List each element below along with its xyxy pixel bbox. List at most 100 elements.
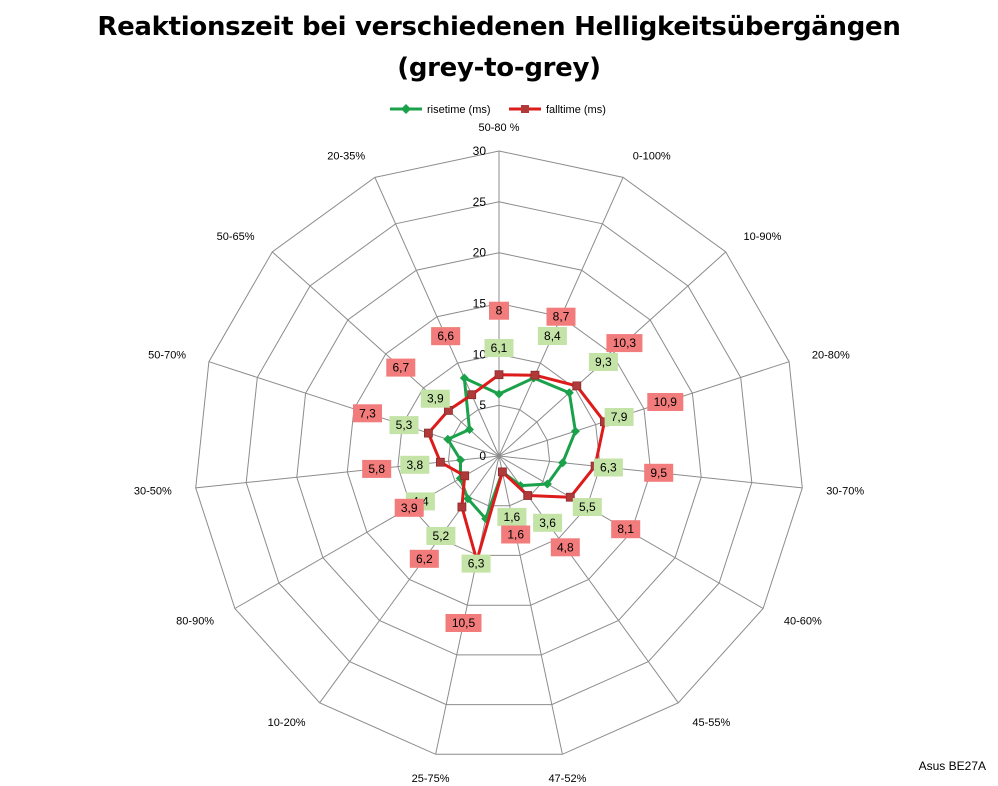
data-label-falltime-ms-10-90: 10,3 [606, 334, 643, 353]
spoke-20-35 [374, 177, 500, 457]
data-label-falltime-ms-0-100: 8,7 [546, 307, 576, 326]
point-risetime-ms-20-35 [459, 373, 469, 383]
category-labels: 50-80 % 0-100% 10-90% 20-80% 30-70% 40-60% 45-… [134, 122, 864, 785]
category-label-10-90: 10-90% [744, 231, 782, 243]
data-label-risetime-ms-30-70: 6,3 [593, 458, 623, 477]
data-label-text: 9,3 [595, 355, 612, 369]
tick-label-20: 20 [473, 246, 487, 260]
data-label-box [606, 334, 643, 353]
point-risetime-ms-50-65 [465, 425, 474, 434]
data-label-text: 10,5 [452, 616, 476, 630]
data-label-falltime-ms-50-65: 6,7 [386, 358, 416, 377]
data-label-text: 8,7 [553, 310, 570, 324]
data-label-text: 5,3 [396, 418, 413, 432]
data-label-falltime-ms-30-70: 9,5 [644, 463, 674, 482]
category-label-20-80: 20-80% [812, 349, 850, 361]
point-risetime-ms-30-70 [558, 458, 568, 468]
data-label-box [537, 327, 567, 345]
data-label-risetime-ms-50-80: 6,1 [484, 339, 514, 357]
data-label-text: 8 [496, 304, 503, 318]
legend: risetime (ms) falltime (ms) [390, 104, 606, 116]
point-falltime-ms-45-55 [523, 491, 533, 500]
data-label-text: 3,9 [401, 501, 418, 515]
data-label-box [647, 393, 684, 411]
tick-label-0: 0 [479, 449, 486, 463]
data-label-falltime-ms-10-20: 6,2 [409, 549, 439, 568]
tick-label-5: 5 [479, 398, 486, 412]
grid-ring-5 [447, 404, 551, 507]
point-falltime-ms-80-90 [460, 471, 470, 481]
legend-item-falltime-ms: falltime (ms) [509, 104, 606, 116]
radial-axis-ticks: 0 5 10 15 20 25 30 [473, 144, 487, 463]
data-label-text: 6,2 [416, 552, 433, 566]
data-label-box [362, 459, 392, 478]
point-falltime-ms-50-80 [494, 370, 504, 380]
data-label-text: 8,4 [544, 329, 561, 343]
data-label-risetime-ms-50-70: 5,3 [389, 416, 419, 435]
data-label-falltime-ms-80-90: 3,9 [394, 498, 424, 517]
data-label-box [445, 614, 482, 632]
chart-subtitle: (grey-to-grey) [397, 53, 601, 83]
data-label-text: 3,9 [427, 392, 444, 406]
tick-label-25: 25 [473, 195, 487, 209]
data-label-risetime-ms-10-20: 5,2 [426, 527, 456, 545]
point-falltime-ms-40-60 [565, 492, 575, 502]
data-label-falltime-ms-30-50: 5,8 [362, 459, 392, 478]
radar-grid [195, 150, 803, 755]
point-falltime-ms-47-52 [497, 467, 507, 477]
point-falltime-ms-50-70 [423, 428, 433, 438]
data-label-falltime-ms-40-60: 8,1 [611, 520, 641, 539]
data-label-box [497, 507, 527, 526]
data-label-box [420, 389, 450, 408]
data-label-box [353, 404, 382, 423]
legend-label: risetime (ms) [427, 104, 491, 116]
category-label-50-65: 50-65% [217, 231, 255, 243]
data-label-text: 6,1 [491, 341, 508, 355]
data-series [423, 370, 609, 565]
data-label-falltime-ms-25-75: 10,5 [445, 614, 482, 632]
tick-label-15: 15 [473, 297, 487, 311]
data-label-box [593, 458, 623, 477]
data-label-box [550, 538, 580, 557]
data-label-risetime-ms-0-100: 8,4 [537, 327, 567, 345]
point-risetime-ms-10-90 [564, 388, 574, 398]
data-label-text: 6,7 [392, 361, 409, 375]
point-falltime-ms-30-50 [435, 457, 445, 467]
data-label-falltime-ms-50-70: 7,3 [353, 404, 382, 423]
data-label-box [546, 307, 576, 326]
data-label-box [604, 408, 634, 426]
point-falltime-ms-20-35 [467, 390, 477, 400]
tick-label-10: 10 [473, 347, 487, 361]
data-label-text: 5,2 [433, 529, 450, 543]
data-label-falltime-ms-45-55: 4,8 [550, 538, 580, 557]
data-label-box [426, 527, 456, 545]
grid-ring-20 [296, 252, 702, 656]
data-label-text: 7,3 [359, 406, 376, 420]
category-label-40-60: 40-60% [784, 616, 822, 628]
category-label-50-70: 50-70% [148, 349, 186, 361]
data-label-text: 9,5 [650, 466, 667, 480]
data-label-box [394, 498, 424, 517]
grid-ring-30 [195, 150, 803, 755]
point-risetime-ms-50-80 [494, 389, 504, 399]
category-label-80-90: 80-90% [176, 616, 214, 628]
category-label-30-50: 30-50% [134, 485, 172, 497]
category-label-45-55: 45-55% [692, 717, 730, 729]
data-label-box [484, 339, 514, 357]
data-label-falltime-ms-20-80: 10,9 [647, 393, 684, 411]
category-label-20-35: 20-35% [327, 150, 365, 162]
spoke-30-50 [195, 455, 500, 489]
data-label-box [588, 353, 618, 371]
spoke-50-65 [271, 251, 500, 457]
data-label-falltime-ms-50-80: 8 [489, 301, 509, 320]
data-label-risetime-ms-50-65: 3,9 [420, 389, 450, 408]
data-label-falltime-ms-20-35: 6,6 [431, 327, 461, 346]
category-label-50-80: 50-80 % [479, 122, 520, 134]
data-label-text: 3,6 [539, 516, 556, 530]
data-label-risetime-ms-40-60: 5,5 [572, 498, 602, 516]
data-label-text: 6,3 [468, 557, 485, 571]
data-label-risetime-ms-30-50: 3,8 [400, 455, 430, 474]
grid-ring-15 [346, 302, 652, 606]
tick-label-30: 30 [473, 144, 487, 158]
